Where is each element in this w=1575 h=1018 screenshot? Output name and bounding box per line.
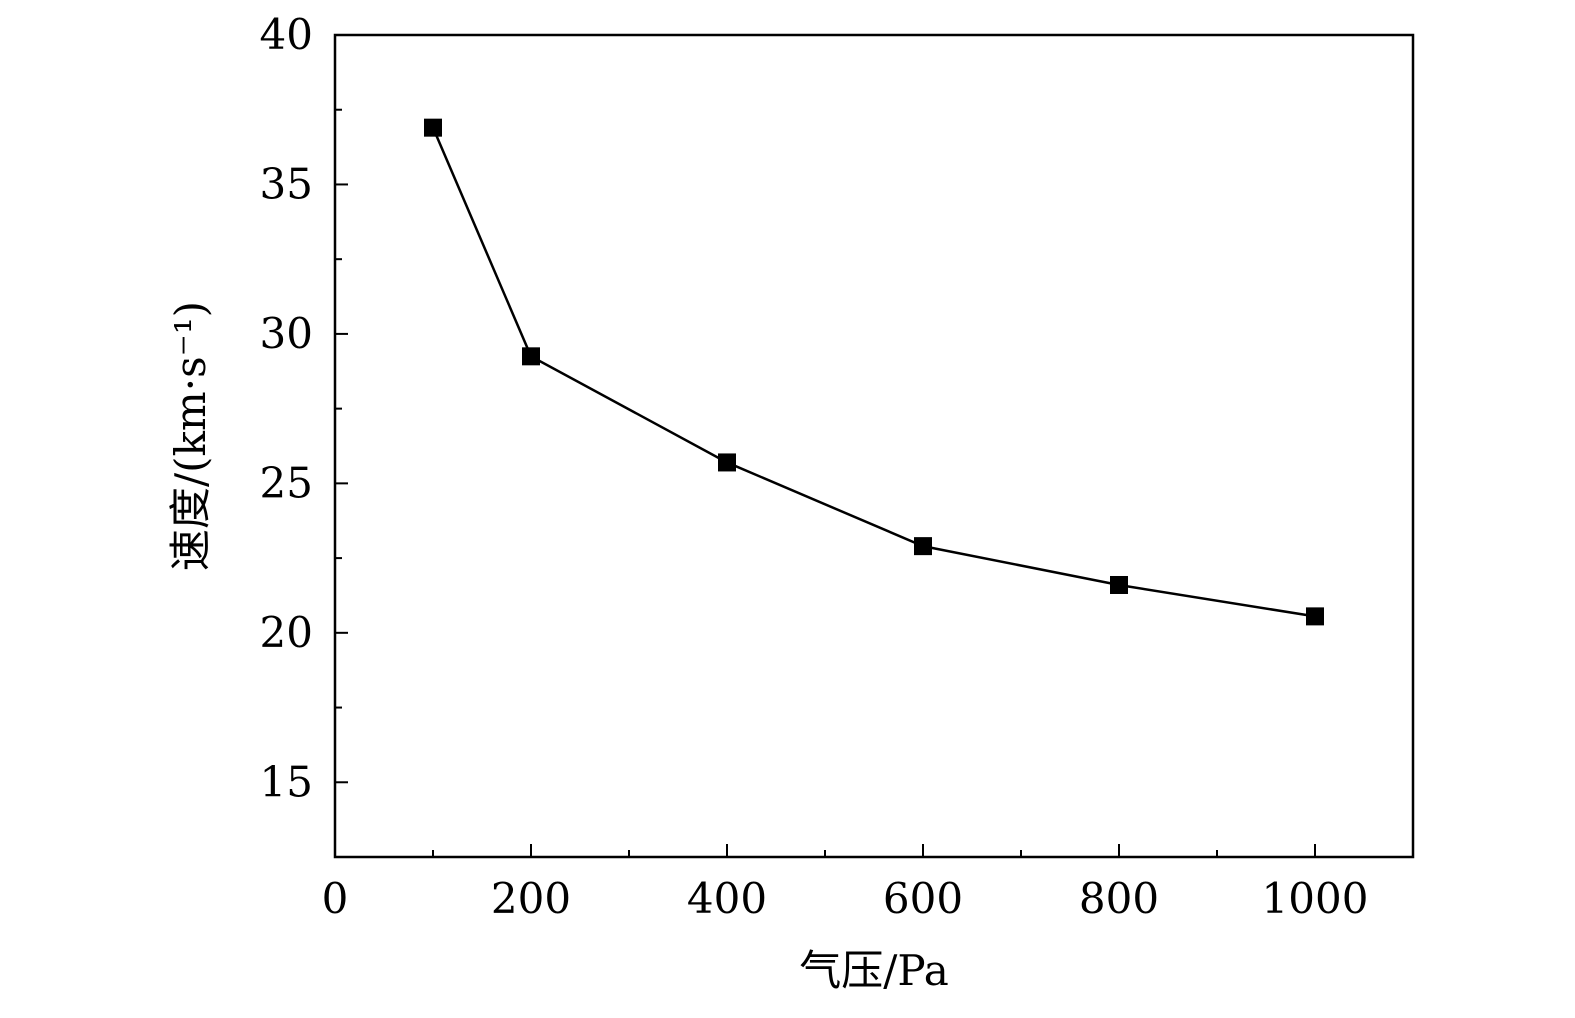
data-point-marker (1306, 607, 1324, 626)
data-point-marker (424, 118, 442, 137)
y-tick-label: 35 (260, 159, 313, 208)
major-ticks (334, 34, 1316, 857)
x-tick-label: 800 (1079, 874, 1159, 923)
series-layer (424, 118, 1324, 626)
x-tick-label: 600 (883, 874, 963, 923)
y-tick-label: 20 (260, 608, 313, 657)
data-point-marker (718, 453, 736, 472)
x-tick-label: 0 (322, 874, 349, 923)
y-tick-label: 30 (260, 309, 313, 358)
tick-labels: 0 200 400 600 800 1000 15 20 25 30 35 40 (260, 10, 1369, 923)
series-line (431, 127, 1316, 618)
x-tick-label: 400 (687, 874, 767, 923)
data-point-marker (1110, 575, 1128, 594)
y-tick-label: 15 (260, 757, 313, 806)
plot-frame (333, 33, 1415, 859)
data-point-marker (914, 537, 932, 556)
y-tick-label: 40 (260, 10, 313, 59)
y-tick-label: 25 (260, 458, 313, 507)
data-point-marker (522, 347, 540, 366)
x-tick-label: 200 (491, 874, 571, 923)
x-axis-label: 气压/Pa (799, 946, 949, 995)
x-tick-label: 1000 (1262, 874, 1369, 923)
y-axis-label: 速度/(km·s⁻¹) (166, 301, 215, 571)
